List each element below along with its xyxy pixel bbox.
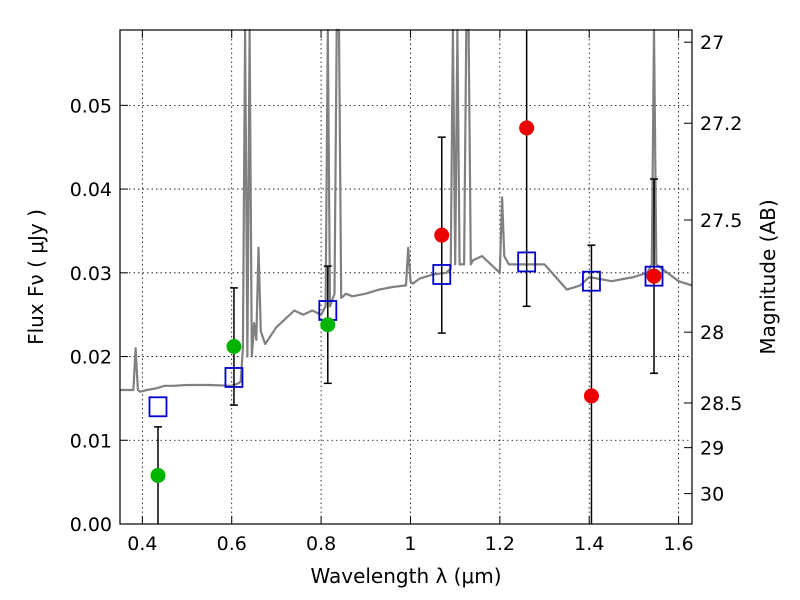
spectrum-line	[120, 28, 693, 393]
red-point	[583, 388, 599, 404]
x-tick-label: 0.4	[127, 533, 157, 555]
x-tick-label: 1	[404, 533, 416, 555]
x-tick-label: 1.2	[485, 533, 515, 555]
model-box	[224, 367, 244, 388]
x-axis-label: Wavelength λ (μm)	[310, 564, 501, 588]
red-point	[519, 120, 535, 136]
model-box	[432, 264, 452, 285]
tick-labels: 0.4 0.6 0.8 1 1.2 1.4 1.6 0.00 0.01 0.02 0.03 0.04 0…	[70, 32, 743, 555]
plot-frame	[119, 29, 693, 525]
y-tick-label: 0.00	[70, 514, 112, 536]
x-tick-label: 1.4	[574, 533, 604, 555]
y2-tick-label: 29	[700, 438, 724, 460]
model-box	[148, 396, 168, 418]
model-box	[582, 270, 601, 292]
y-tick-label: 0.01	[70, 430, 112, 452]
green-point	[320, 317, 336, 333]
x-tick-label: 0.8	[306, 533, 336, 555]
y-tick-label: 0.02	[70, 347, 112, 369]
spectrum-layer	[120, 28, 693, 393]
model-box	[517, 251, 537, 273]
x-tick-label: 1.6	[663, 533, 693, 555]
y-axis-label: Flux Fν ( μJy )	[24, 209, 48, 345]
green-point	[226, 338, 242, 354]
y2-tick-label: 28	[700, 322, 724, 344]
y2-tick-label: 30	[700, 484, 724, 506]
y2-tick-label: 27.2	[700, 113, 742, 135]
y2-axis-label: Magnitude (AB)	[756, 199, 780, 354]
x-tick-label: 0.6	[217, 533, 247, 555]
y-tick-label: 0.03	[70, 263, 112, 285]
model-box	[644, 265, 664, 287]
y2-tick-label: 27	[700, 32, 724, 54]
y2-tick-label: 28.5	[700, 393, 742, 415]
markers	[148, 120, 664, 483]
y-tick-label: 0.04	[70, 179, 112, 201]
ticks	[120, 30, 692, 525]
green-point	[150, 467, 166, 483]
red-point	[434, 227, 450, 243]
red-point	[646, 268, 662, 284]
y2-tick-label: 27.5	[700, 210, 742, 232]
y-tick-label: 0.05	[70, 95, 112, 117]
